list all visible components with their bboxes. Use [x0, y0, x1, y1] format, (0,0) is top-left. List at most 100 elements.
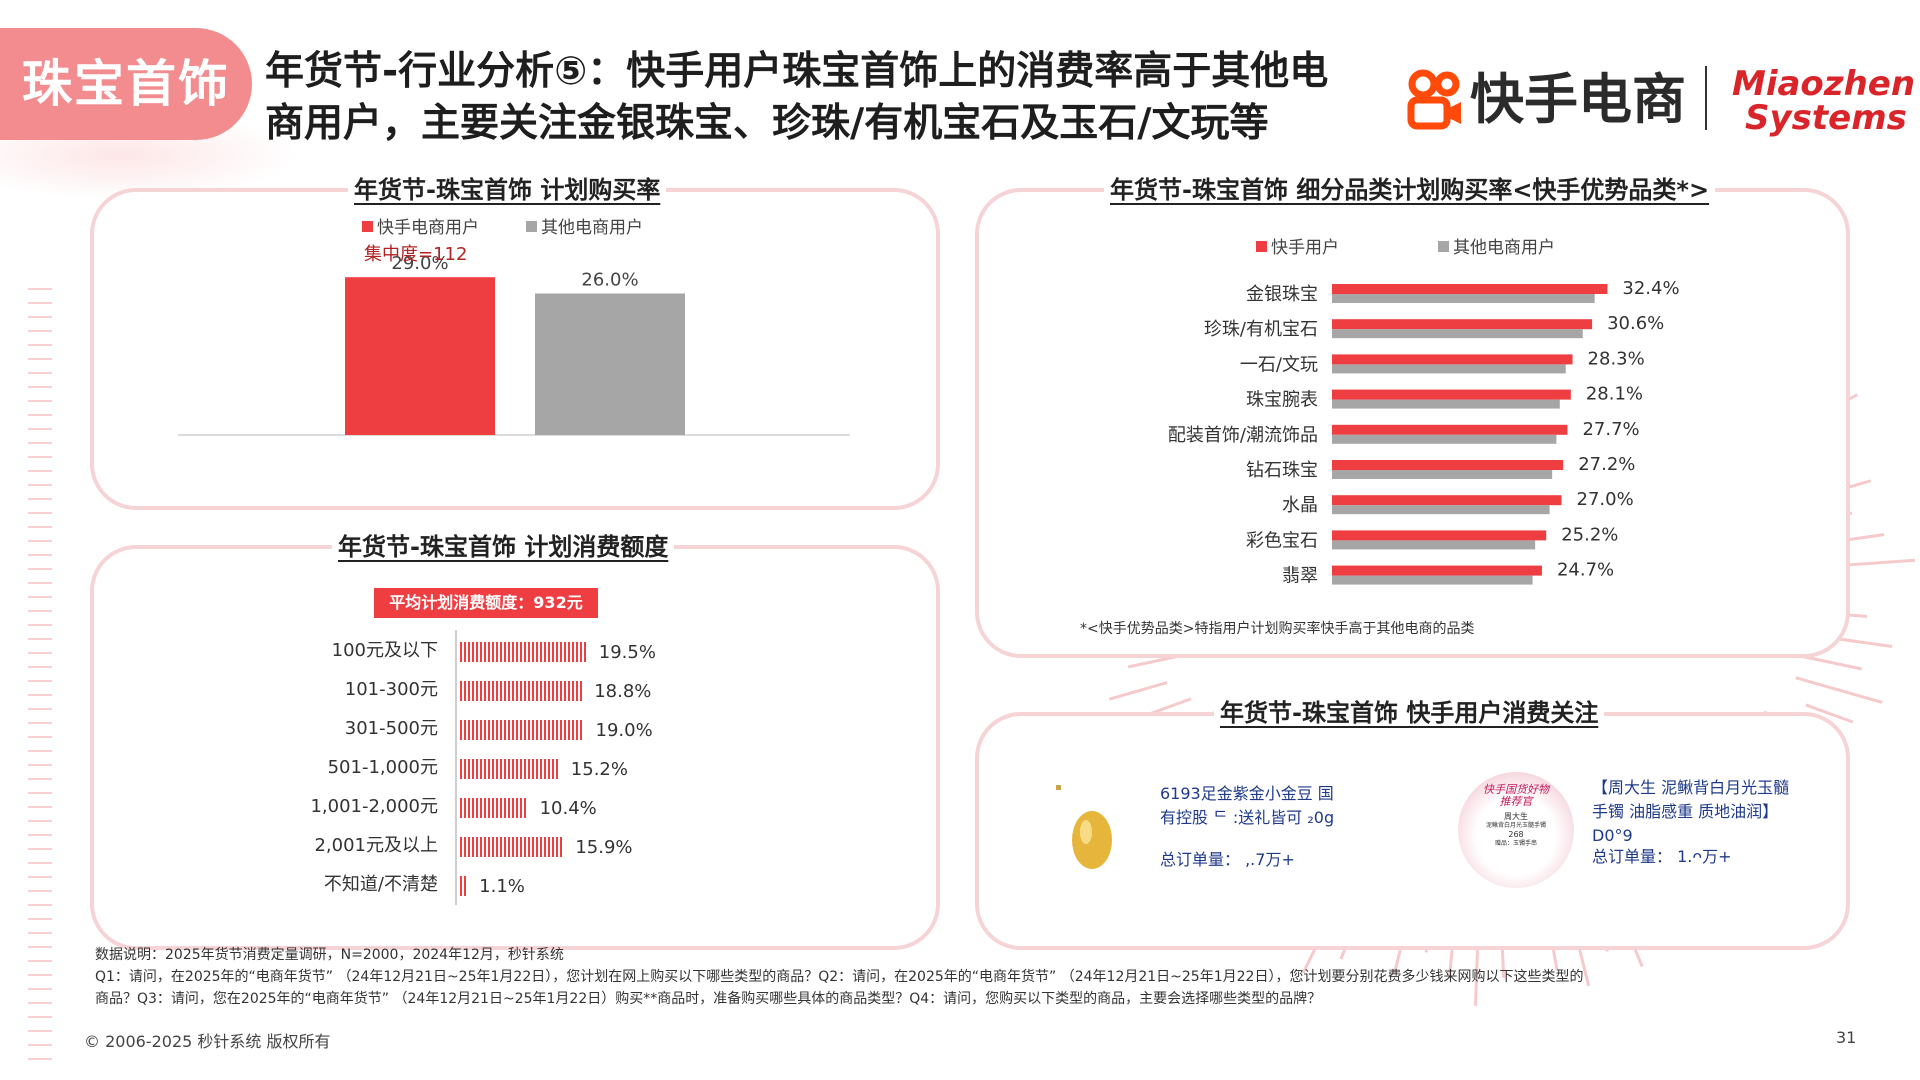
- product-1-name-line-2: 有控股 ᄃ :送礼皆可 ₂0g: [1160, 808, 1335, 827]
- chart2-value-label-3: 19.0%: [596, 720, 653, 741]
- chart2-category-label-2: 101-300元: [345, 679, 438, 700]
- chart3-value-label-5: 27.7%: [1582, 419, 1639, 440]
- page-title: 年货节-行业分析⑤：快手用户珠宝首饰上的消费率高于其他电 商用户，主要关注金银珠…: [265, 46, 1395, 150]
- chart3-bar-other-8: [1332, 540, 1536, 550]
- chart3-value-label-8: 25.2%: [1561, 524, 1618, 545]
- chart3-category-label-2: 珍珠/有机宝石: [1204, 319, 1318, 340]
- chart3-category-label-5: 配装首饰/潮流饰品: [1168, 425, 1318, 446]
- chart3-bar-kuaishou-4: [1332, 389, 1571, 400]
- chart3-bar-kuaishou-3: [1332, 354, 1573, 365]
- data-note-line-1: 数据说明：2025年货节消费定量调研，N=2000，2024年12月，秒针系统: [95, 947, 564, 963]
- product-2-name-line-3: D0°9: [1592, 826, 1633, 845]
- chart3-bar-other-9: [1332, 575, 1533, 585]
- data-note-line-2: Q1：请问，在2025年的“电商年货节” （24年12月21日~25年1月22日…: [95, 969, 1584, 985]
- chart1-bar-2: [535, 293, 685, 435]
- chart3-category-label-8: 彩色宝石: [1246, 530, 1318, 551]
- page-title-line-2: 商用户，主要关注金银珠宝、珍珠/有机宝石及玉石/文玩等: [265, 101, 1269, 146]
- chart2-value-label-7: 1.1%: [479, 876, 525, 897]
- chart2-category-label-5: 1,001-2,000元: [310, 796, 438, 817]
- product-2-name-line-1: 【周大生 泥鳅背白月光玉髓: [1592, 778, 1790, 797]
- chart2-value-label-5: 10.4%: [540, 798, 597, 819]
- panel-consumer-focus: [975, 712, 1850, 950]
- chart3-bar-kuaishou-1: [1332, 284, 1608, 294]
- chart2-value-label-2: 18.8%: [594, 681, 651, 702]
- chart3-bar-kuaishou-6: [1332, 460, 1564, 470]
- chart2-bar-5: [460, 798, 528, 818]
- average-spend-badge: 平均计划消费额度：932元: [374, 588, 598, 618]
- category-tag: 珠宝首饰: [0, 28, 252, 140]
- chart3-category-label-7: 水晶: [1282, 495, 1318, 516]
- copyright: © 2006-2025 秒针系统 版权所有: [84, 1032, 331, 1051]
- chart2-bar-2: [460, 681, 583, 701]
- product-2-image-text-2: 推荐官: [1499, 795, 1533, 808]
- chart-purchase-rate: 29.0%26.0%珠宝首饰: [178, 253, 850, 436]
- panel-spend-amount-title: 年货节-珠宝首饰 计划消费额度: [332, 527, 675, 562]
- product-1-name-line-1: 6193足金紫金小金豆 国: [1160, 784, 1334, 803]
- page-title-line-1: 年货节-行业分析⑤：快手用户珠宝首饰上的消费率高于其他电: [265, 49, 1329, 94]
- chart3-category-label-6: 钻石珠宝: [1246, 460, 1318, 481]
- chart3-value-label-3: 28.3%: [1588, 348, 1645, 369]
- product-1-name[interactable]: 6193足金紫金小金豆 国 有控股 ᄃ :送礼皆可 ₂0g: [1160, 782, 1334, 830]
- product-2-image-text-4: 泥鳅背白月光玉髓手镯: [1485, 822, 1546, 829]
- chart2-bar-7: [460, 876, 468, 896]
- product-2-orders: 总订单量： 1.ᴖ万+: [1592, 847, 1732, 866]
- chart3-value-label-9: 24.7%: [1557, 560, 1614, 581]
- chart3-bar-other-7: [1332, 505, 1550, 515]
- chart3-bar-other-5: [1332, 434, 1557, 444]
- chart2-value-label-6: 15.9%: [575, 837, 632, 858]
- chart-spend-amount: 100元及以下 19.5% 101-300元 18.8% 301-500元 19.0% 50…: [310, 630, 656, 905]
- chart1-value-label-2: 26.0%: [581, 270, 638, 291]
- chart3-category-label-9: 翡翠: [1282, 566, 1318, 587]
- chart3-bar-kuaishou-5: [1332, 424, 1568, 435]
- chart2-category-label-7: 不知道/不清楚: [324, 874, 438, 895]
- chart3-value-label-7: 27.0%: [1577, 489, 1634, 510]
- chart3-bar-other-2: [1332, 329, 1583, 339]
- chart3-value-label-4: 28.1%: [1586, 384, 1643, 405]
- chart2-bar-3: [460, 720, 584, 740]
- data-note-line-3: 商品？Q3：请问，您在2025年的“电商年货节” （24年12月21日~25年1…: [95, 991, 1322, 1007]
- product-2-name[interactable]: 【周大生 泥鳅背白月光玉髓 手镯 油脂感重 质地油润】 D0°9: [1592, 776, 1789, 848]
- decor-stripes-left: [28, 280, 52, 1060]
- chart1-bar-1: [345, 277, 495, 435]
- product-2-name-line-2: 手镯 油脂感重 质地油润】: [1592, 802, 1779, 821]
- panel1-legend-kuaishou: 快手电商用户: [362, 213, 479, 238]
- product-2-image-text-1: 快手国货好物: [1483, 783, 1549, 796]
- chart2-category-label-1: 100元及以下: [332, 640, 438, 661]
- miaozhen-logo-line-2: Systems: [1745, 98, 1907, 138]
- chart3-category-label-1: 金银珠宝: [1246, 284, 1318, 305]
- product-2-image-text-6: 赠品：玉镯手串: [1494, 840, 1537, 847]
- chart3-value-label-6: 27.2%: [1578, 454, 1635, 475]
- chart2-value-label-1: 19.5%: [599, 642, 656, 663]
- panel-purchase-rate-title: 年货节-珠宝首饰 计划购买率: [348, 170, 667, 205]
- product-1-orders: 总订单量： ,.7万+: [1160, 850, 1295, 869]
- chart3-value-label-1: 32.4%: [1622, 278, 1679, 299]
- chart3-bar-other-3: [1332, 364, 1566, 374]
- chart3-bar-kuaishou-2: [1332, 319, 1593, 330]
- product-2-image-text-5: 268: [1508, 830, 1524, 839]
- chart1-value-label-1: 29.0%: [391, 253, 448, 274]
- bracelet-product-image: 快手国货好物 推荐官 周大生 泥鳅背白月光玉髓手镯 268 赠品：玉镯手串: [1458, 772, 1574, 888]
- chart2-bar-4: [460, 759, 559, 779]
- chart3-bar-kuaishou-7: [1332, 495, 1562, 506]
- chart3-value-label-2: 30.6%: [1607, 313, 1664, 334]
- panel1-legend-other: 其他电商用户: [526, 213, 643, 238]
- chart2-value-label-4: 15.2%: [571, 759, 628, 780]
- chart3-bar-other-1: [1332, 294, 1595, 303]
- chart3-category-label-4: 珠宝腕表: [1246, 390, 1318, 411]
- concentration-annotation: 集中度=112: [364, 244, 468, 265]
- chart-subcategory-rate: 金银珠宝 32.4% 珍珠/有机宝石 30.6% ⼀石/文玩 28.3% 珠宝腕表 28.1%…: [1168, 278, 1680, 587]
- kuaishou-logo-icon: [1407, 69, 1461, 130]
- chart3-bar-kuaishou-9: [1332, 565, 1542, 576]
- chart2-category-label-4: 501-1,000元: [328, 757, 438, 778]
- chart3-bar-kuaishou-8: [1332, 530, 1547, 541]
- chart2-category-label-6: 2,001元及以上: [314, 835, 438, 856]
- gold-bean-product-image: [1056, 785, 1112, 869]
- chart3-bar-other-4: [1332, 399, 1560, 409]
- product-2-image-text-3: 周大生: [1504, 812, 1528, 821]
- page-number: 31: [1836, 1028, 1857, 1047]
- panel-subcategory-rate-title: 年货节-珠宝首饰 细分品类计划购买率<快手优势品类*>: [1104, 170, 1716, 205]
- panel3-legend-other: 其他电商用户: [1438, 233, 1555, 258]
- panel-consumer-focus-title: 年货节-珠宝首饰 快手用户消费关注: [1214, 693, 1605, 728]
- chart3-bar-other-6: [1332, 470, 1553, 479]
- panel3-footnote: *<快手优势品类>特指用户计划购买率快手高于其他电商的品类: [1080, 621, 1475, 637]
